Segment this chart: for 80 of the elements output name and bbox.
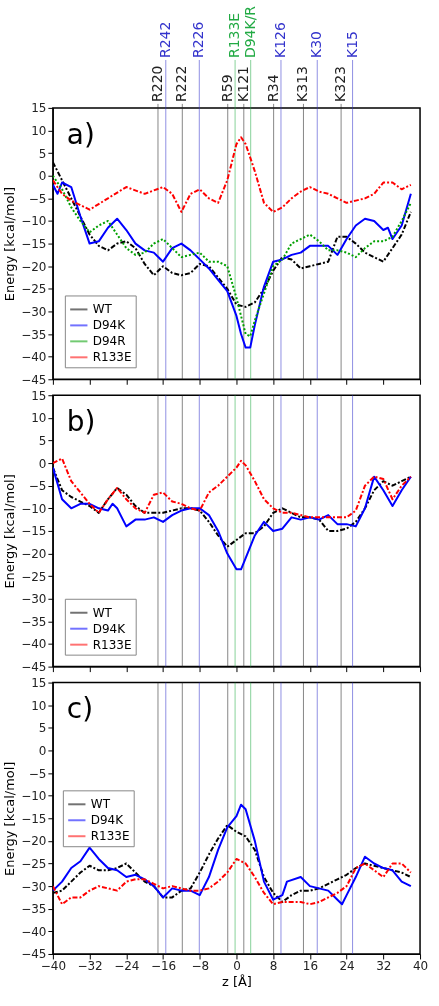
y-tick-label: −10 (21, 214, 47, 229)
legend-label: D94K (92, 318, 127, 333)
y-tick-label: 0 (38, 743, 47, 758)
y-tick-label: 5 (38, 433, 47, 448)
x-tick-label: 0 (233, 959, 241, 974)
ref-line-label: K121 (234, 66, 251, 102)
x-tick-label: 32 (376, 959, 392, 974)
y-axis-title: Energy [kcal/mol] (2, 761, 18, 876)
y-tick-label: −15 (21, 237, 47, 252)
y-tick-label: −25 (21, 569, 47, 584)
y-tick-label: 5 (38, 721, 47, 736)
y-tick-label: −40 (21, 924, 47, 939)
ref-line-label: K126 (271, 22, 288, 58)
y-tick-label: −45 (21, 372, 47, 387)
y-tick-label: 10 (31, 411, 47, 426)
y-tick-label: 15 (31, 101, 47, 116)
x-tick-label: −8 (191, 959, 210, 974)
y-tick-label: 0 (38, 169, 47, 184)
y-axis-title: Energy [kcal/mol] (2, 186, 18, 302)
legend-label: R133E (90, 829, 130, 844)
ref-line-label: R242 (156, 21, 173, 58)
y-tick-label: 10 (31, 698, 47, 713)
y-tick-label: −35 (21, 614, 47, 629)
ref-line-label: R222 (173, 65, 190, 102)
y-tick-label: 15 (31, 676, 47, 691)
legend-label: R133E (92, 637, 132, 652)
y-tick-label: −20 (21, 259, 47, 274)
ref-line-label: R220 (148, 65, 165, 102)
legend-label: D94K (92, 621, 127, 636)
y-tick-label: −10 (21, 789, 47, 804)
ref-line-label: R133E (226, 12, 243, 58)
y-tick-label: −40 (21, 350, 47, 365)
ref-line-label: K30 (308, 31, 325, 58)
y-tick-label: −35 (21, 327, 47, 342)
legend-label: D94R (92, 334, 126, 349)
y-tick-label: −5 (28, 191, 47, 206)
y-tick-label: −15 (21, 811, 47, 826)
y-tick-label: 5 (38, 146, 47, 161)
y-tick-label: −45 (21, 947, 47, 962)
y-tick-label: −25 (21, 282, 47, 297)
y-tick-label: −5 (28, 766, 47, 781)
ref-line-label: R34 (264, 74, 281, 102)
legend-label: WT (92, 302, 113, 317)
x-axis-title: z [Å] (222, 974, 252, 990)
ref-line-label: D94K/R (241, 5, 258, 58)
x-tick-label: −16 (150, 959, 177, 974)
annotation: c) (66, 692, 94, 726)
y-tick-label: 0 (38, 456, 47, 471)
y-tick-label: −30 (21, 592, 47, 607)
y-tick-label: −20 (21, 547, 47, 562)
x-tick-label: 8 (269, 959, 278, 974)
x-tick-label: −32 (77, 959, 103, 974)
y-tick-label: −45 (21, 660, 47, 675)
y-tick-label: −5 (28, 479, 47, 494)
y-tick-label: −10 (21, 501, 47, 516)
y-tick-label: 10 (31, 123, 47, 138)
x-tick-label: 16 (302, 959, 319, 974)
y-tick-label: −20 (21, 834, 47, 849)
legend-label: WT (92, 605, 113, 620)
ref-line-label: R226 (190, 21, 207, 58)
y-tick-label: −40 (21, 637, 47, 652)
x-tick-label: 40 (412, 959, 429, 974)
annotation: b) (66, 405, 96, 439)
ref-line-label: R59 (218, 74, 235, 102)
y-axis-title: Energy [kcal/mol] (2, 474, 18, 589)
y-tick-label: −35 (21, 902, 47, 917)
y-tick-label: −15 (21, 524, 47, 539)
annotation: a) (66, 117, 95, 151)
x-tick-label: 24 (339, 959, 355, 974)
ref-line-label: K15 (343, 31, 360, 58)
ref-line-label: K313 (294, 66, 311, 102)
y-tick-label: −30 (21, 879, 47, 894)
y-tick-label: 15 (31, 388, 47, 403)
y-tick-label: −30 (21, 304, 47, 319)
legend-label: R133E (92, 350, 132, 365)
x-tick-label: −24 (114, 959, 140, 974)
legend-label: D94K (90, 813, 125, 828)
ref-line-label: K323 (332, 66, 349, 102)
y-tick-label: −25 (21, 856, 47, 871)
legend-label: WT (90, 797, 111, 812)
